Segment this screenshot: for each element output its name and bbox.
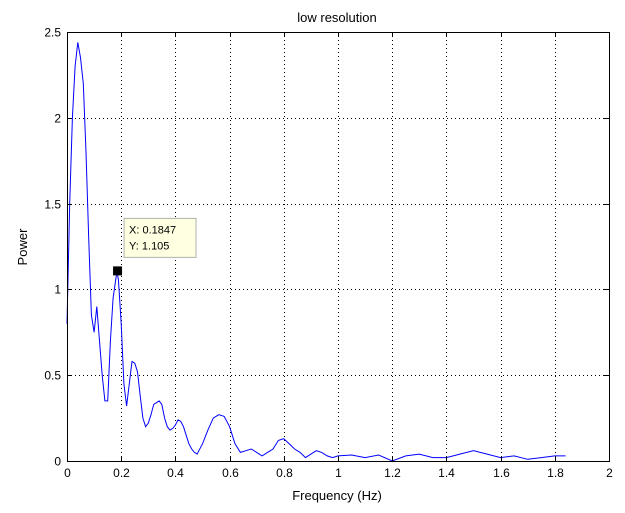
data-tip-marker[interactable] [113, 266, 123, 276]
x-tick-label: 1 [335, 466, 342, 480]
data-tip-y-label: Y: 1.105 [129, 240, 169, 252]
y-tick-label: 0.5 [44, 369, 61, 383]
ticks-layer: 0 0.2 0.4 0.6 0.8 1 1.2 1.4 1.6 1.8 2 0 0.5 1 1.5 2 2.5 [44, 26, 613, 481]
y-tick-label: 2 [54, 112, 61, 126]
power-series-line [66, 42, 566, 462]
y-axis-title: Power [15, 228, 30, 266]
y-tick-label: 1 [54, 283, 61, 297]
x-tick-label: 1.8 [547, 466, 564, 480]
x-axis-title: Frequency (Hz) [292, 488, 382, 503]
x-tick-label: 1.6 [493, 466, 510, 480]
x-tick-label: 0 [64, 466, 71, 480]
y-tick-label: 2.5 [44, 26, 61, 40]
x-tick-label: 1.2 [384, 466, 401, 480]
x-tick-label: 0.2 [113, 466, 130, 480]
data-tip-box [123, 217, 197, 258]
series-layer [66, 42, 566, 462]
x-tick-label: 2 [606, 466, 613, 480]
x-tick-label: 0.6 [222, 466, 239, 480]
data-tip[interactable]: X: 0.1847 Y: 1.105 [113, 217, 197, 276]
data-tip-x-label: X: 0.1847 [129, 224, 176, 236]
x-tick-label: 0.8 [276, 466, 293, 480]
chart-title: low resolution [297, 10, 377, 25]
x-tick-label: 1.4 [438, 466, 455, 480]
x-tick-label: 0.4 [167, 466, 184, 480]
y-tick-label: 1.5 [44, 198, 61, 212]
y-tick-label: 0 [54, 455, 61, 469]
